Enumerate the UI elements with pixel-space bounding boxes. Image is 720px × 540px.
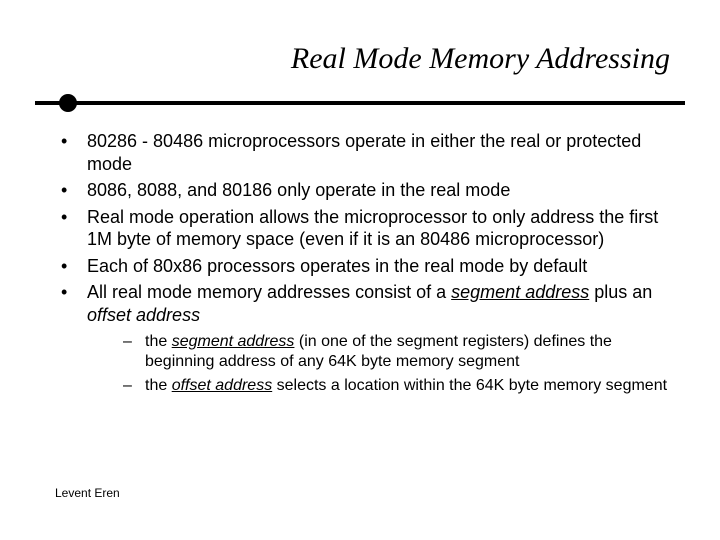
text-run: the bbox=[145, 333, 172, 350]
list-item: Each of 80x86 processors operates in the… bbox=[55, 255, 670, 278]
list-item: All real mode memory addresses consist o… bbox=[55, 281, 670, 396]
emphasis-italic-underline: segment address bbox=[451, 282, 589, 302]
slide-body: 80286 - 80486 microprocessors operate in… bbox=[55, 130, 670, 400]
emphasis-italic-underline: offset address bbox=[172, 377, 273, 394]
slide-title: Real Mode Memory Addressing bbox=[291, 42, 670, 76]
text-run: the bbox=[145, 377, 172, 394]
text-run: All real mode memory addresses consist o… bbox=[87, 282, 451, 302]
list-item: 80286 - 80486 microprocessors operate in… bbox=[55, 130, 670, 175]
rule-dot-icon bbox=[59, 94, 77, 112]
emphasis-italic: offset address bbox=[87, 305, 200, 325]
list-item: Real mode operation allows the microproc… bbox=[55, 206, 670, 251]
slide-footer: Levent Eren bbox=[55, 486, 120, 500]
text-run: Real mode operation allows the microproc… bbox=[87, 207, 658, 250]
title-rule bbox=[35, 94, 685, 112]
bullet-list: 80286 - 80486 microprocessors operate in… bbox=[55, 130, 670, 396]
rule-line bbox=[35, 101, 685, 105]
text-run: Each of 80x86 processors operates in the… bbox=[87, 256, 587, 276]
text-run: selects a location within the 64K byte m… bbox=[272, 377, 667, 394]
emphasis-italic-underline: segment address bbox=[172, 333, 295, 350]
text-run: plus an bbox=[589, 282, 652, 302]
text-run: 80286 - 80486 microprocessors operate in… bbox=[87, 131, 641, 174]
list-item: 8086, 8088, and 80186 only operate in th… bbox=[55, 179, 670, 202]
text-run: 8086, 8088, and 80186 only operate in th… bbox=[87, 180, 510, 200]
slide: Real Mode Memory Addressing 80286 - 8048… bbox=[0, 0, 720, 540]
sub-list-item: the offset address selects a location wi… bbox=[123, 376, 670, 396]
sub-list-item: the segment address (in one of the segme… bbox=[123, 332, 670, 372]
sub-bullet-list: the segment address (in one of the segme… bbox=[87, 332, 670, 396]
